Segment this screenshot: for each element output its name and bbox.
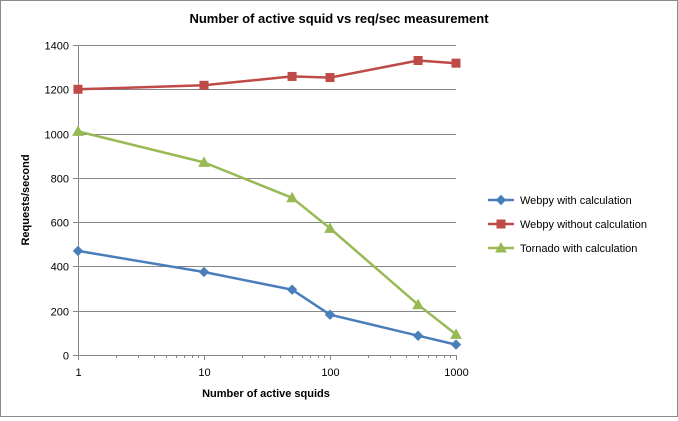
legend-entry: Webpy with calculation	[488, 194, 632, 207]
y-tick-label: 1000	[45, 130, 69, 142]
y-tick-label: 1400	[45, 41, 69, 53]
data-point	[287, 71, 297, 81]
data-point	[73, 84, 83, 94]
data-point	[495, 194, 507, 206]
data-point	[72, 245, 84, 257]
data-point	[324, 309, 336, 320]
y-tick-label: 1200	[45, 85, 69, 97]
data-point	[450, 328, 462, 339]
data-point	[198, 156, 210, 167]
y-tick-label: 0	[63, 351, 69, 363]
data-point	[496, 219, 506, 229]
data-point	[450, 339, 462, 350]
chart-title: Number of active squid vs req/sec measur…	[189, 11, 489, 26]
y-tick-label: 200	[51, 307, 69, 319]
series-group	[72, 245, 462, 350]
x-tick-label: 1000	[444, 367, 468, 379]
data-point	[495, 241, 507, 253]
legend-entry: Tornado with calculation	[488, 241, 637, 255]
data-point	[198, 266, 210, 278]
series-group	[73, 56, 461, 94]
x-axis-title: Number of active squids	[202, 388, 330, 400]
data-point	[413, 56, 423, 65]
data-point	[325, 73, 335, 83]
x-tick-label: 10	[198, 367, 210, 379]
y-tick-label: 600	[51, 218, 69, 230]
legend-label: Tornado with calculation	[520, 243, 637, 255]
x-tick-label: 100	[321, 367, 339, 379]
legend-entry: Webpy without calculation	[488, 219, 647, 231]
data-point	[412, 330, 424, 341]
legend-label: Webpy without calculation	[520, 219, 647, 231]
series-line	[77, 130, 457, 336]
y-tick-label: 800	[51, 174, 69, 186]
data-point	[451, 58, 461, 68]
data-point	[324, 222, 336, 233]
series-group	[72, 125, 462, 339]
y-axis-title: Requests/second	[20, 154, 32, 245]
data-point	[286, 284, 298, 295]
data-point	[199, 80, 209, 90]
data-point	[72, 125, 84, 136]
series-line	[77, 249, 457, 346]
x-tick-label: 1	[75, 367, 81, 379]
series-line	[77, 59, 457, 91]
y-tick-label: 400	[51, 262, 69, 274]
legend-label: Webpy with calculation	[520, 195, 632, 207]
data-point	[286, 191, 298, 203]
data-point	[412, 298, 424, 310]
